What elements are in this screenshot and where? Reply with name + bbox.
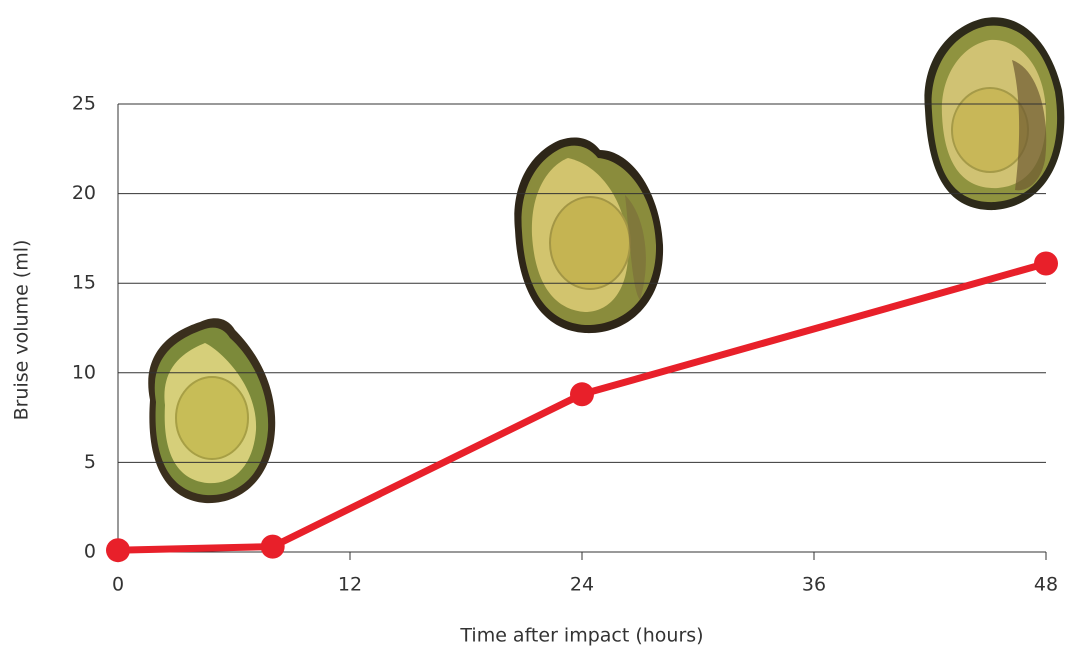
- y-tick-label: 5: [84, 451, 96, 473]
- avocado-image: [148, 318, 275, 503]
- x-tick-label: 24: [570, 574, 594, 596]
- data-point: [570, 382, 594, 406]
- x-tick-label: 48: [1034, 574, 1058, 596]
- avocado-image: [924, 17, 1064, 210]
- y-tick-label: 20: [72, 182, 96, 204]
- y-tick-label: 25: [72, 93, 96, 115]
- y-tick-label: 0: [84, 541, 96, 563]
- data-point: [261, 535, 285, 559]
- data-point: [1034, 251, 1058, 275]
- avocado-image: [514, 137, 663, 333]
- chart: Time after impact (hours) Bruise volume …: [0, 0, 1069, 648]
- x-tick-label: 0: [112, 574, 124, 596]
- x-tick-label: 12: [338, 574, 362, 596]
- y-tick-label: 15: [72, 272, 96, 294]
- y-axis-title: Bruise volume (ml): [11, 240, 33, 421]
- data-point: [106, 538, 130, 562]
- x-axis-title: Time after impact (hours): [459, 625, 703, 647]
- x-tick-label: 36: [802, 574, 826, 596]
- y-tick-label: 10: [72, 361, 96, 383]
